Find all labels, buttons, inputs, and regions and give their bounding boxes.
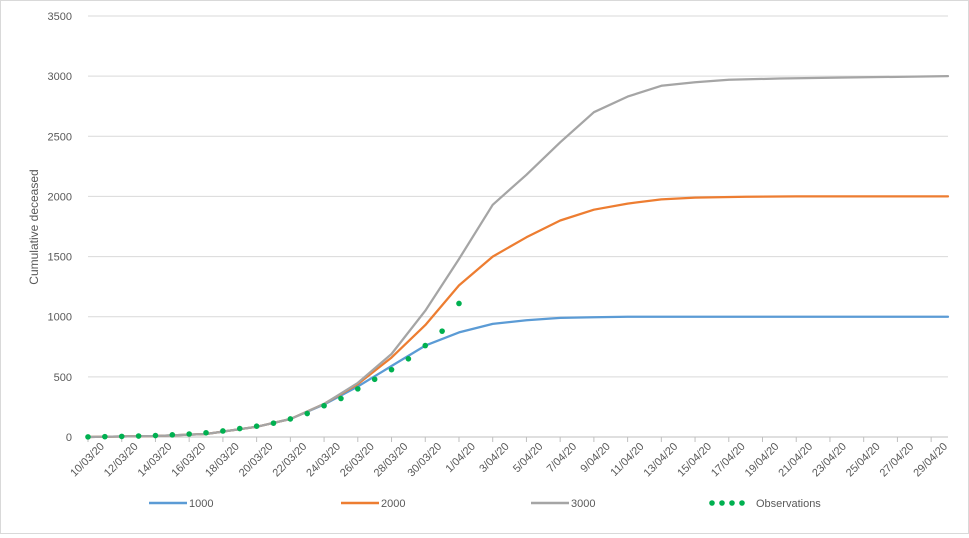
legend-label: 1000 [189, 498, 213, 510]
legend-marker [739, 500, 745, 506]
observation-point [371, 376, 378, 383]
observation-point [338, 395, 344, 402]
x-tick-label: 21/04/20 [776, 441, 815, 480]
observation-point [422, 342, 429, 349]
gridlines [88, 15, 948, 378]
x-tick-label: 15/04/20 [675, 441, 714, 480]
observation-point [456, 300, 462, 307]
x-tick-label: 5/04/20 [511, 441, 545, 475]
x-tick-label: 3/04/20 [477, 441, 511, 475]
y-tick-label: 3500 [48, 11, 72, 23]
x-tick-label: 17/04/20 [709, 441, 748, 480]
legend-label: Observations [756, 498, 821, 510]
x-tick-label: 12/03/20 [102, 441, 141, 480]
observation-point [169, 432, 176, 438]
legend-label: 3000 [571, 498, 595, 510]
observation-point [355, 386, 361, 392]
x-axis-ticks: 10/03/2012/03/2014/03/2016/03/2018/03/20… [68, 441, 950, 480]
observation-point [152, 432, 159, 439]
observation-point [405, 356, 412, 362]
legend-marker [729, 500, 735, 506]
legend-marker [719, 500, 725, 506]
x-tick-label: 23/04/20 [810, 441, 849, 480]
legend: 1000 2000 3000 Observations [149, 498, 821, 510]
x-tick-label: 13/04/20 [642, 441, 681, 480]
x-tick-label: 1/04/20 [444, 441, 478, 475]
x-tick-label: 26/03/20 [338, 441, 377, 480]
observation-point [236, 425, 243, 432]
x-tick-label: 25/04/20 [844, 441, 883, 480]
observation-point [85, 434, 91, 440]
observation-point [270, 420, 277, 426]
y-tick-label: 2000 [48, 191, 72, 203]
x-tick-label: 11/04/20 [608, 441, 646, 479]
x-tick-label: 7/04/20 [545, 441, 579, 475]
x-tick-label: 19/04/20 [743, 441, 782, 480]
y-tick-label: 1000 [48, 312, 72, 324]
observation-point [118, 433, 125, 440]
x-tick-label: 10/03/20 [68, 441, 107, 480]
observation-point [287, 416, 294, 422]
x-tick-label: 16/03/20 [169, 441, 208, 480]
observation-point [304, 410, 311, 417]
y-axis-title: Cumulative deceased [27, 169, 41, 284]
observation-point [388, 366, 395, 373]
x-tick-label: 18/03/20 [203, 441, 242, 480]
x-tick-label: 24/03/20 [304, 441, 343, 480]
observation-point [203, 429, 209, 436]
x-tick-label: 27/04/20 [878, 441, 917, 480]
observation-point [253, 423, 260, 429]
legend-marker [709, 500, 715, 506]
series-group [85, 74, 950, 440]
y-tick-label: 1500 [48, 252, 72, 264]
x-tick-label: 29/04/20 [911, 441, 950, 480]
x-tick-label: 30/03/20 [405, 441, 444, 480]
y-axis-ticks: 0 500 1000 1500 2000 2500 3000 3500 [48, 11, 72, 444]
x-tick-label: 28/03/20 [372, 441, 411, 480]
x-tick-label: 14/03/20 [136, 441, 175, 480]
y-tick-label: 500 [54, 372, 72, 384]
observation-point [220, 428, 226, 434]
observation-point [186, 431, 192, 437]
observation-point [135, 433, 142, 439]
series-line-3000 [86, 74, 950, 439]
y-tick-label: 2500 [48, 131, 72, 143]
y-tick-label: 3000 [48, 71, 72, 83]
observation-point [321, 402, 327, 409]
x-tick-label: 22/03/20 [271, 441, 310, 480]
observation-point [439, 328, 445, 334]
observation-point [102, 433, 108, 440]
x-tick-label: 20/03/20 [237, 441, 276, 480]
y-tick-label: 0 [66, 432, 72, 444]
x-axis [87, 436, 948, 442]
legend-label: 2000 [381, 498, 405, 510]
